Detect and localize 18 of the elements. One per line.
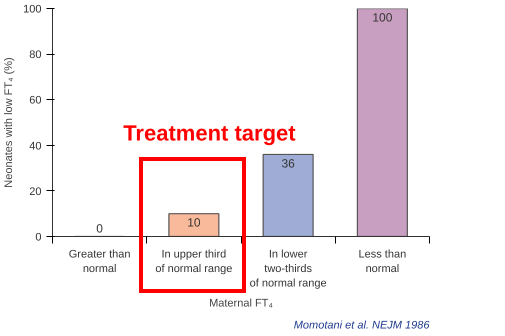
data-label: 36 (281, 156, 296, 170)
x-tick-label: In lower two-thirds of normal range (250, 248, 327, 290)
y-tick-label: 60 (29, 94, 42, 107)
y-tick-label: 40 (29, 140, 42, 152)
data-label: 100 (372, 10, 393, 24)
x-tick-label: In upper third of normal range (155, 248, 232, 275)
text: Momotani et al. NEJM 1986 (294, 320, 430, 332)
y-tick-label: 80 (29, 49, 42, 62)
data-label: 0 (96, 222, 104, 236)
y-tick-label: 0 (35, 232, 42, 244)
data-label: 10 (187, 216, 201, 230)
x-tick-label: Less than normal (358, 248, 406, 275)
y-tick-label: 100 (23, 4, 42, 16)
y-tick-label: 20 (29, 186, 42, 198)
annotation: Treatment target (123, 120, 296, 146)
x-axis-title: Maternal FT₄ (209, 297, 274, 310)
y-axis-title: Neonates with low FT₄ (%) (3, 57, 16, 188)
x-tick-label: Greater than normal (68, 248, 131, 275)
